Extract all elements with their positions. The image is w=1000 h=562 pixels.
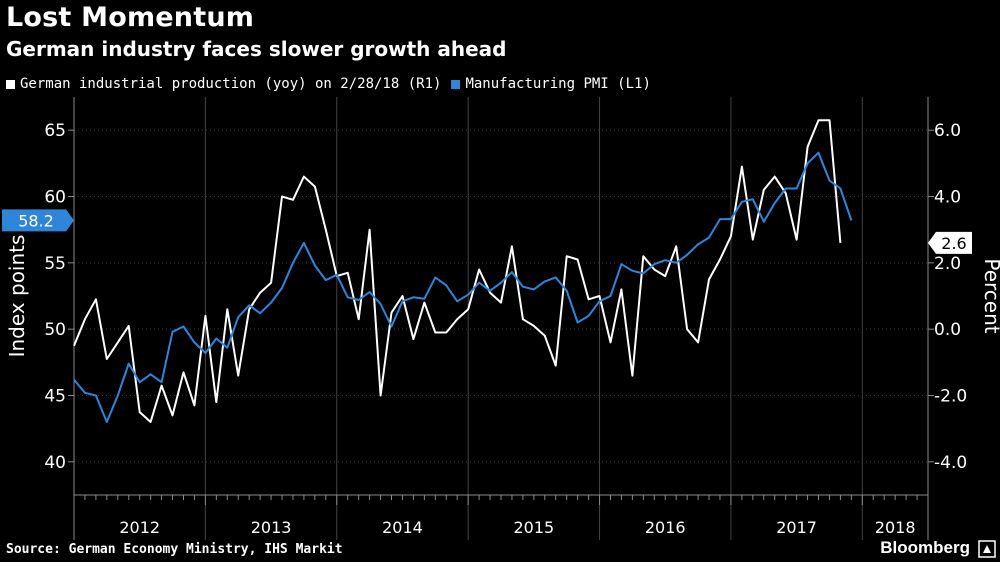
- year-label-2014: 2014: [382, 518, 423, 537]
- ip-end-label: 2.6: [941, 234, 966, 253]
- right-tick-label-4: 4.0: [934, 188, 961, 208]
- left-tick-label-60: 60: [44, 188, 66, 208]
- series-line-pmi: [73, 151, 853, 423]
- left-tick-label-50: 50: [44, 320, 66, 340]
- legend-item-ip: German industrial production (yoy) on 2/…: [6, 76, 441, 92]
- left-tick-label-55: 55: [44, 254, 66, 274]
- year-label-2018: 2018: [875, 518, 916, 537]
- ip-end-callout: 2.6: [928, 231, 972, 254]
- right-axis-title: Percent: [980, 258, 1000, 333]
- source-note: Source: German Economy Ministry, IHS Mar…: [6, 542, 343, 557]
- left-tick-label-65: 65: [44, 121, 66, 141]
- right-tick-label-6: 6.0: [934, 121, 961, 141]
- legend-swatch-ip: [6, 79, 15, 89]
- legend-swatch-pmi: [451, 79, 461, 89]
- right-tick-label-2: 2.0: [934, 254, 961, 274]
- year-label-2015: 2015: [513, 518, 554, 537]
- chart-title: Lost Momentum: [6, 2, 255, 33]
- pmi-end-callout: 58.2: [2, 209, 74, 232]
- year-label-2016: 2016: [645, 518, 686, 537]
- bloomberg-terminal-icon: [978, 540, 996, 558]
- legend: German industrial production (yoy) on 2/…: [6, 76, 651, 92]
- legend-item-pmi: Manufacturing PMI (L1): [451, 76, 651, 92]
- right-tick-label-0: 0.0: [934, 320, 961, 340]
- series-line-industrial-production: [73, 119, 842, 423]
- right-tick-label--2: -2.0: [934, 387, 967, 407]
- left-axis-title: Index points: [5, 235, 29, 358]
- legend-label-pmi: Manufacturing PMI (L1): [465, 76, 651, 92]
- pmi-end-label: 58.2: [18, 211, 54, 230]
- year-label-2012: 2012: [119, 518, 160, 537]
- chart-subtitle: German industry faces slower growth ahea…: [6, 37, 507, 61]
- left-tick-label-40: 40: [44, 453, 66, 473]
- year-label-2017: 2017: [776, 518, 817, 537]
- bloomberg-logo: Bloomberg: [880, 538, 970, 557]
- left-tick-label-45: 45: [44, 387, 66, 407]
- ip-end-badge: [928, 231, 972, 254]
- right-tick-label--4: -4.0: [934, 453, 967, 473]
- legend-label-ip: German industrial production (yoy) on 2/…: [20, 76, 442, 92]
- year-label-2013: 2013: [251, 518, 292, 537]
- pmi-end-badge: [2, 209, 74, 232]
